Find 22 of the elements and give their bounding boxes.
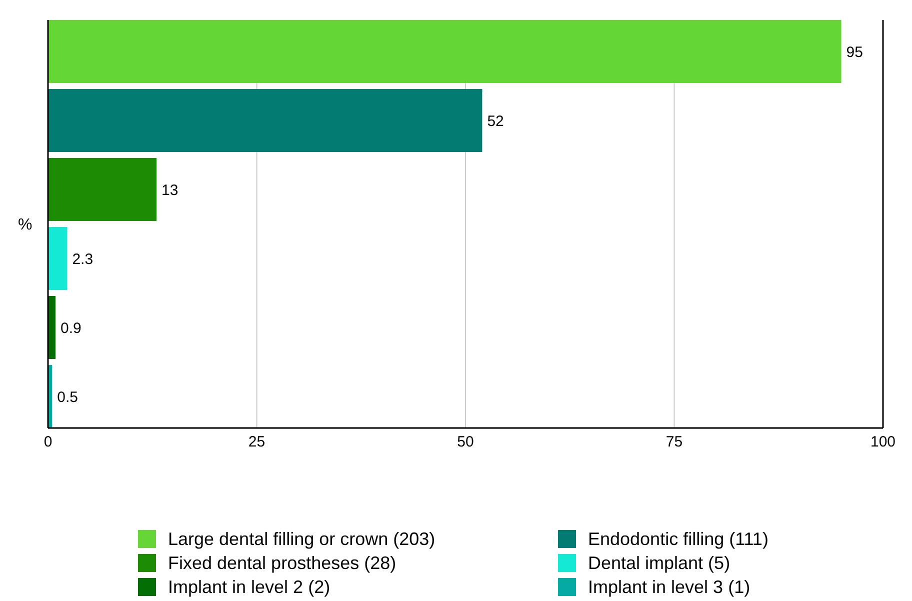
x-tick-label: 100 bbox=[870, 434, 896, 451]
y-axis-title: % bbox=[18, 216, 32, 234]
legend-label: Endodontic filling (111) bbox=[588, 528, 768, 550]
bar bbox=[48, 89, 482, 152]
legend-label: Large dental filling or crown (203) bbox=[168, 528, 436, 550]
x-tick-label: 0 bbox=[44, 434, 52, 451]
data-label: 0.5 bbox=[57, 388, 78, 406]
data-label: 95 bbox=[846, 44, 863, 61]
legend-label: Implant in level 2 (2) bbox=[168, 576, 330, 598]
bar bbox=[48, 158, 157, 221]
x-tick-label: 25 bbox=[248, 434, 266, 451]
legend-label: Fixed dental prostheses (28) bbox=[168, 552, 396, 574]
bar bbox=[48, 227, 68, 290]
x-tick-label: 50 bbox=[457, 434, 474, 451]
data-label: 13 bbox=[162, 182, 178, 199]
data-label: 2.3 bbox=[72, 250, 94, 268]
x-tick-label: 75 bbox=[666, 434, 683, 451]
legend-label: Implant in level 3 (1) bbox=[588, 576, 750, 598]
legend-label: Dental implant (5) bbox=[588, 552, 730, 574]
data-label: 0.9 bbox=[60, 320, 82, 337]
data-label: 52 bbox=[487, 112, 504, 130]
bar bbox=[48, 20, 842, 83]
